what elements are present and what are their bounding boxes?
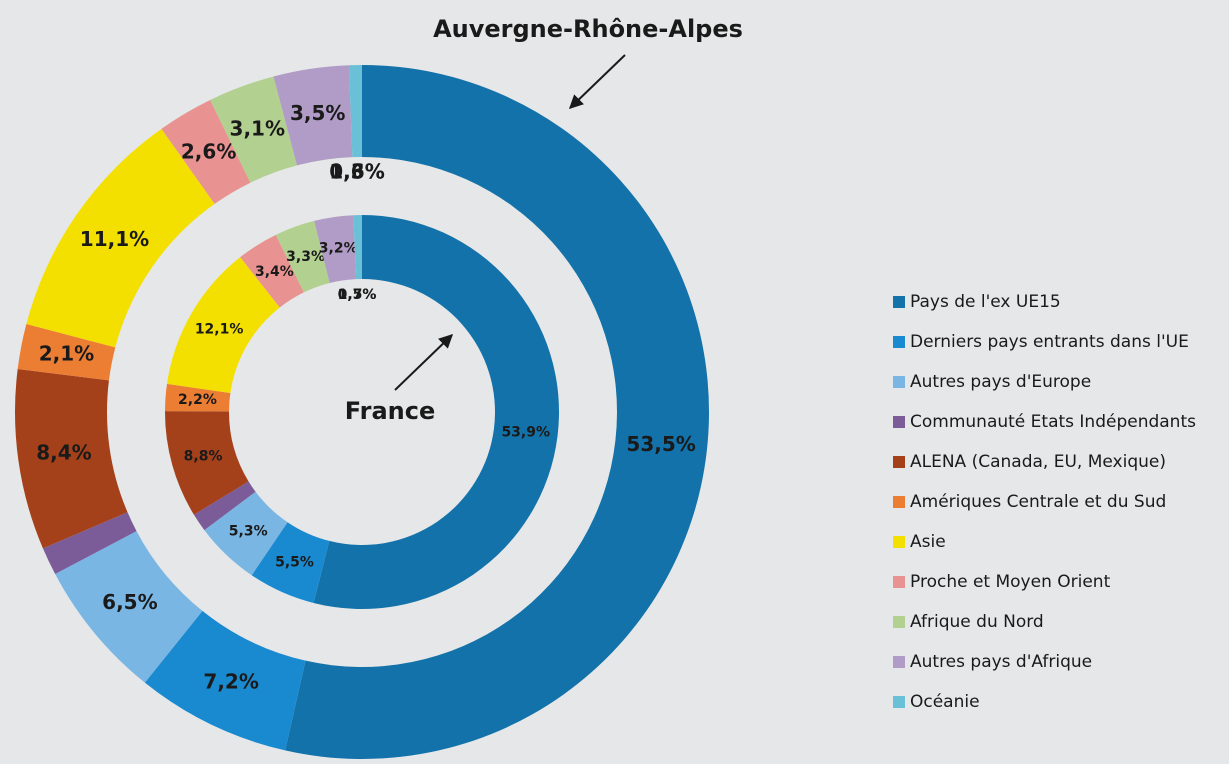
donut-segment xyxy=(144,610,306,751)
data-label: 12,1% xyxy=(195,322,244,338)
donut-segment xyxy=(55,531,203,683)
donut-segment xyxy=(26,128,215,348)
donut-segment xyxy=(251,522,330,603)
donut-segment xyxy=(275,220,330,293)
legend-swatch xyxy=(893,536,905,548)
outer-ring-title: Auvergne-Rhône-Alpes xyxy=(433,15,743,43)
data-label: 2,2% xyxy=(178,392,217,408)
donut-segment xyxy=(165,383,231,412)
legend-swatch xyxy=(893,416,905,428)
legend-swatch xyxy=(893,696,905,708)
data-label: 3,3% xyxy=(286,249,325,265)
donut-segment xyxy=(353,215,362,280)
data-label: 5,3% xyxy=(229,523,268,539)
donut-segment xyxy=(193,481,256,531)
legend-swatch xyxy=(893,496,905,508)
data-label: 6,5% xyxy=(102,590,157,614)
data-label: 2,1% xyxy=(39,342,94,366)
legend-label: Afrique du Nord xyxy=(910,612,1044,632)
data-label: 8,4% xyxy=(36,440,91,464)
donut-segment xyxy=(285,65,710,759)
inner-ring-title: France xyxy=(345,397,435,425)
donut-segment xyxy=(348,65,362,158)
donut-segment xyxy=(314,215,357,283)
legend-label: Amériques Centrale et du Sud xyxy=(910,492,1166,512)
legend-label: Océanie xyxy=(910,692,980,712)
legend-swatch xyxy=(893,296,905,308)
legend-label: Proche et Moyen Orient xyxy=(910,572,1111,592)
donut-segment xyxy=(167,257,280,394)
legend-label: Autres pays d'Afrique xyxy=(910,652,1092,672)
legend-label: Autres pays d'Europe xyxy=(910,372,1091,392)
data-label: 0,6% xyxy=(329,160,384,184)
legend-label: Derniers pays entrants dans l'UE xyxy=(910,332,1189,352)
legend-swatch xyxy=(893,616,905,628)
donut-segment xyxy=(42,512,137,575)
data-label: 8,8% xyxy=(184,448,223,464)
data-label: 5,5% xyxy=(275,555,314,571)
legend-label: Pays de l'ex UE15 xyxy=(910,292,1061,312)
arrow xyxy=(394,334,454,391)
data-label: 1,5% xyxy=(338,287,377,303)
data-label: 7,2% xyxy=(203,670,258,694)
data-label: 3,1% xyxy=(230,116,285,140)
legend-swatch xyxy=(893,576,905,588)
data-label: 53,9% xyxy=(501,424,550,440)
data-label: 3,5% xyxy=(290,101,345,125)
rings: 53,5%7,2%6,5%1,3%8,4%2,1%11,1%2,6%3,1%3,… xyxy=(14,65,710,759)
legend: Pays de l'ex UE15 Derniers pays entrants … xyxy=(893,292,1196,712)
data-label: 0,7% xyxy=(338,287,377,303)
data-label: 2,6% xyxy=(181,139,236,163)
donut-segment xyxy=(161,99,251,204)
donut-segment xyxy=(313,215,559,610)
legend-swatch xyxy=(893,456,905,468)
legend-label: Communauté Etats Indépendants xyxy=(910,412,1196,432)
data-label: 53,5% xyxy=(626,432,695,456)
legend-swatch xyxy=(893,336,905,348)
data-label: 3,4% xyxy=(255,264,294,280)
donut-segment xyxy=(273,65,353,166)
donut-segment xyxy=(210,76,297,183)
data-label: 3,2% xyxy=(319,241,358,257)
donut-segment xyxy=(240,234,304,308)
donut-segment xyxy=(204,491,288,576)
legend-swatch xyxy=(893,376,905,388)
data-label: 1,3% xyxy=(329,160,384,184)
donut-segment xyxy=(165,411,249,515)
data-label: 11,1% xyxy=(80,227,149,251)
donut-segment xyxy=(17,324,116,381)
legend-label: Asie xyxy=(910,532,946,552)
legend-label: ALENA (Canada, EU, Mexique) xyxy=(910,452,1166,472)
donut-segment xyxy=(14,369,128,549)
arrow xyxy=(568,54,626,109)
legend-swatch xyxy=(893,656,905,668)
